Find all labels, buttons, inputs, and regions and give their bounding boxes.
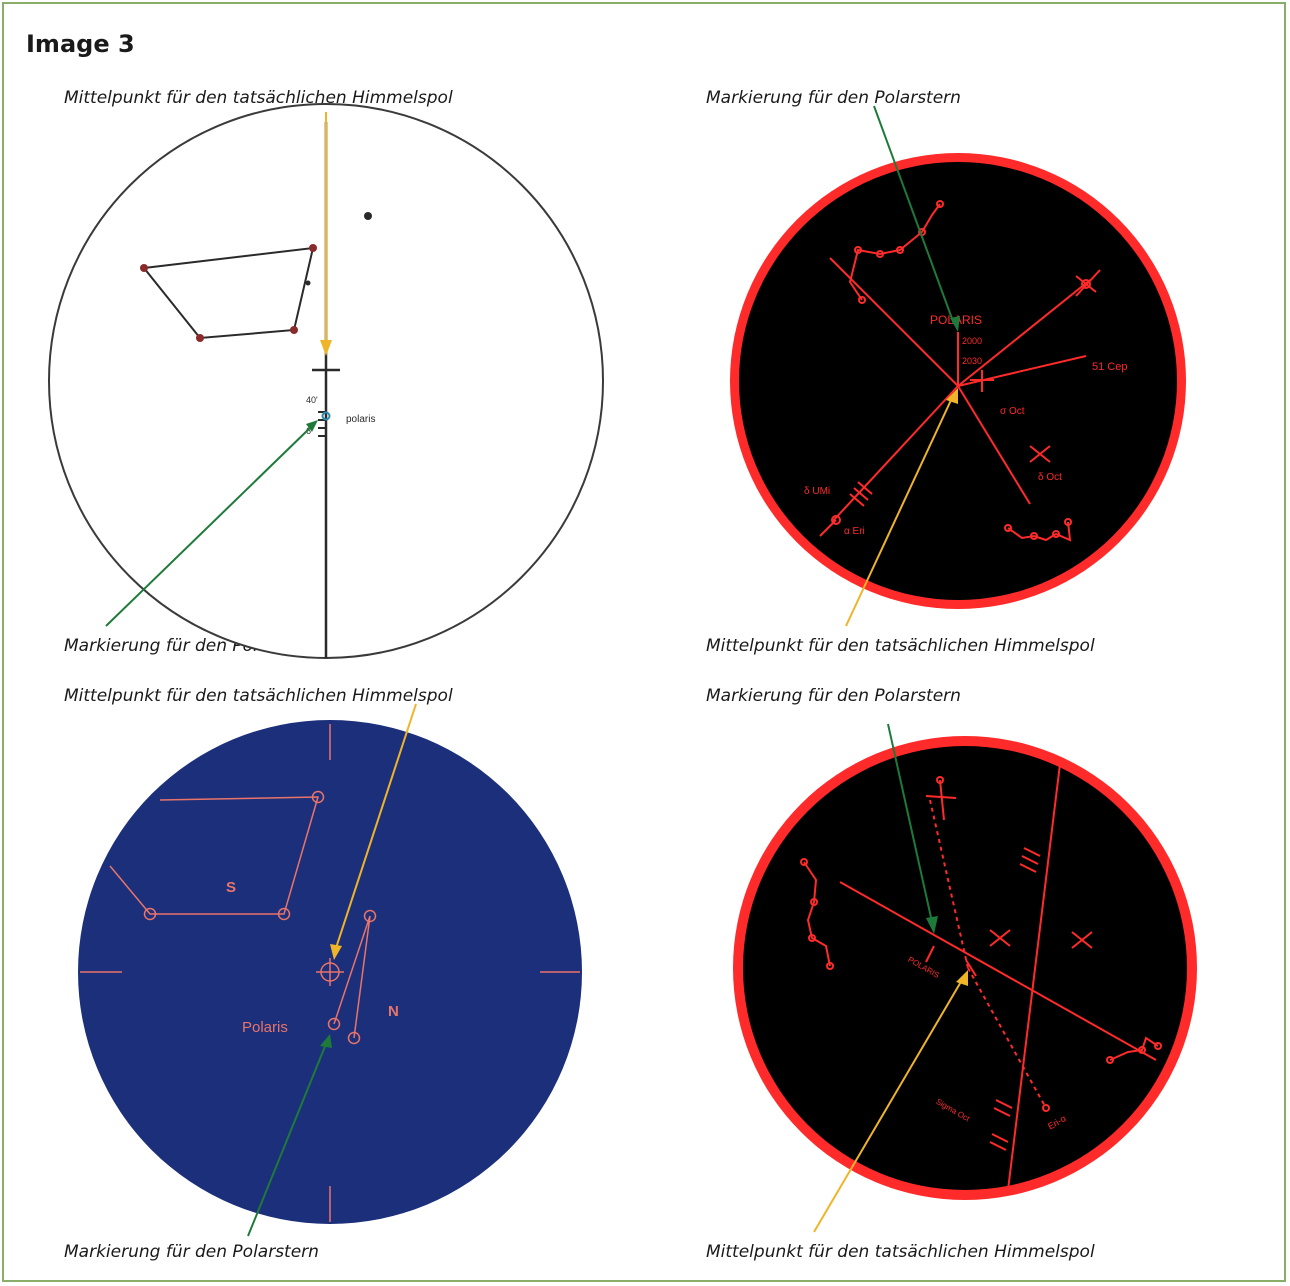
panel2-yellow-arrow [845, 397, 953, 627]
panel2-label-year-a: 2000 [962, 336, 982, 346]
panel4-yellow-arrow [813, 979, 963, 1233]
panel4-line [839, 881, 1157, 1061]
panel2-green-arrow [873, 105, 955, 325]
caption-panel3-top: Mittelpunkt für den tatsächlichen Himmel… [64, 686, 453, 706]
panel2-label-cap: 51 Cep [1092, 361, 1127, 373]
panel1-star [196, 334, 204, 342]
panel1-star [309, 244, 317, 252]
panel2-line [957, 385, 1031, 505]
caption-panel4-bottom: Mittelpunkt für den tatsächlichen Himmel… [706, 1242, 1095, 1262]
panel4-constellation [1109, 1036, 1159, 1061]
caption-panel4-top: Markierung für den Polarstern [706, 686, 961, 706]
panel1-green-arrow [105, 425, 313, 627]
panel1-star [140, 264, 148, 272]
panel1-label-angle-a: 40' [306, 395, 318, 405]
panel1-label-angle-b: 6 [306, 426, 311, 436]
panel3-label-polaris: Polaris [242, 1019, 288, 1036]
panel3-green-arrow [247, 1043, 327, 1237]
panel3-constellation [333, 915, 371, 1039]
panel3-yellow-arrow [335, 703, 417, 949]
panel2-constellation [848, 203, 941, 301]
panel4-constellation [803, 861, 831, 967]
panel2-line [831, 385, 959, 523]
panel3-label-s: S [226, 879, 236, 896]
panel2-line [957, 279, 1091, 387]
caption-panel2-top: Markierung für den Polarstern [706, 88, 961, 108]
caption-panel3-bottom: Markierung für den Polarstern [64, 1242, 319, 1262]
panel1-polaris-marker [321, 411, 331, 421]
panel4-dark-field [743, 746, 1187, 1190]
panel4-line [967, 967, 1047, 1109]
panel1-star [290, 326, 298, 334]
panel2-label-oct-a: σ Oct [1000, 406, 1025, 417]
panel1-label-polaris: polaris [346, 414, 375, 425]
panel1-star [305, 280, 311, 286]
panel2-label-oct-b: δ Oct [1038, 472, 1062, 483]
panel2-label-year-b: 2030 [962, 356, 982, 366]
figure-title: Image 3 [26, 30, 135, 58]
caption-panel2-bottom: Mittelpunkt für den tatsächlichen Himmel… [706, 636, 1095, 656]
panel2-label-eri: α Eri [844, 526, 865, 537]
panel3-constellation [109, 796, 320, 915]
panel4-line [1007, 763, 1061, 1191]
panel2-constellation [1007, 521, 1072, 542]
panel2-label-umi: δ UMi [804, 486, 830, 497]
caption-panel1-top: Mittelpunkt für den tatsächlichen Himmel… [64, 88, 453, 108]
panel3-label-n: N [388, 1003, 399, 1020]
panel1-star [364, 212, 372, 220]
panel4-green-arrow [887, 723, 933, 923]
